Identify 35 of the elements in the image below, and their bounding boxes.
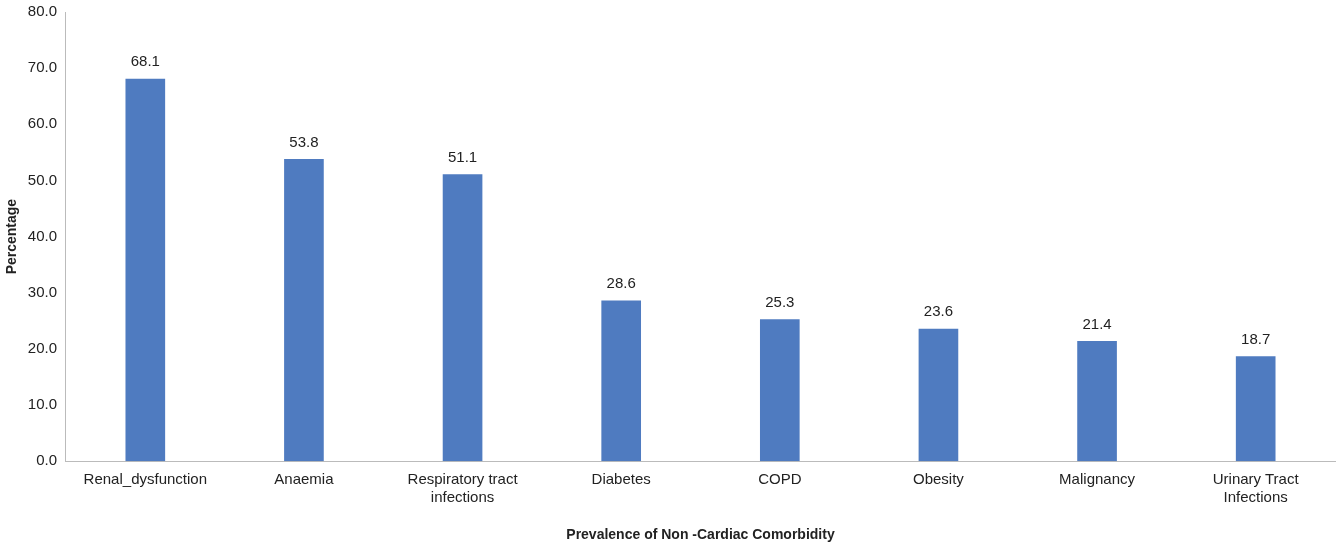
data-label: 68.1: [130, 52, 160, 70]
y-tick-label: 30.0: [27, 282, 57, 300]
y-tick-label: 70.0: [27, 58, 57, 76]
data-label: 53.8: [289, 132, 319, 150]
y-tick-label: 40.0: [27, 226, 57, 244]
x-tick-label: Urinary Tract Infections: [1212, 470, 1300, 506]
y-tick-label: 50.0: [27, 170, 57, 188]
bar: [601, 300, 642, 462]
y-tick-label: 10.0: [27, 395, 57, 413]
bar: [1235, 356, 1276, 462]
x-tick-label: Anaemia: [274, 470, 335, 488]
x-tick-label: Respiratory tract infections: [407, 470, 519, 506]
data-label: 23.6: [923, 302, 954, 320]
data-label: 28.6: [606, 274, 636, 292]
x-axis-title: Prevalence of Non -Cardiac Comorbidity: [566, 526, 835, 543]
data-label: 21.4: [1082, 314, 1112, 332]
bar: [284, 159, 324, 462]
bar: [442, 174, 483, 462]
bar: [918, 328, 959, 462]
x-tick-label: Malignancy: [1059, 470, 1136, 488]
x-tick-label: Renal_dysfunction: [83, 470, 208, 488]
data-label: 25.3: [765, 292, 795, 310]
bar: [125, 78, 166, 462]
y-tick-label: 0.0: [36, 451, 57, 469]
data-label: 51.1: [447, 147, 478, 165]
x-tick-label: Diabetes: [591, 470, 651, 488]
bar: [1077, 341, 1117, 462]
y-tick-label: 20.0: [27, 339, 57, 357]
x-tick-label: Obesity: [913, 470, 965, 488]
y-tick-label: 60.0: [27, 114, 57, 132]
x-tick-label: COPD: [758, 470, 802, 488]
bar: [759, 319, 800, 462]
data-label: 18.7: [1241, 329, 1271, 347]
y-axis-title: Percentage: [3, 198, 20, 275]
y-tick-label: 80.0: [27, 2, 57, 20]
